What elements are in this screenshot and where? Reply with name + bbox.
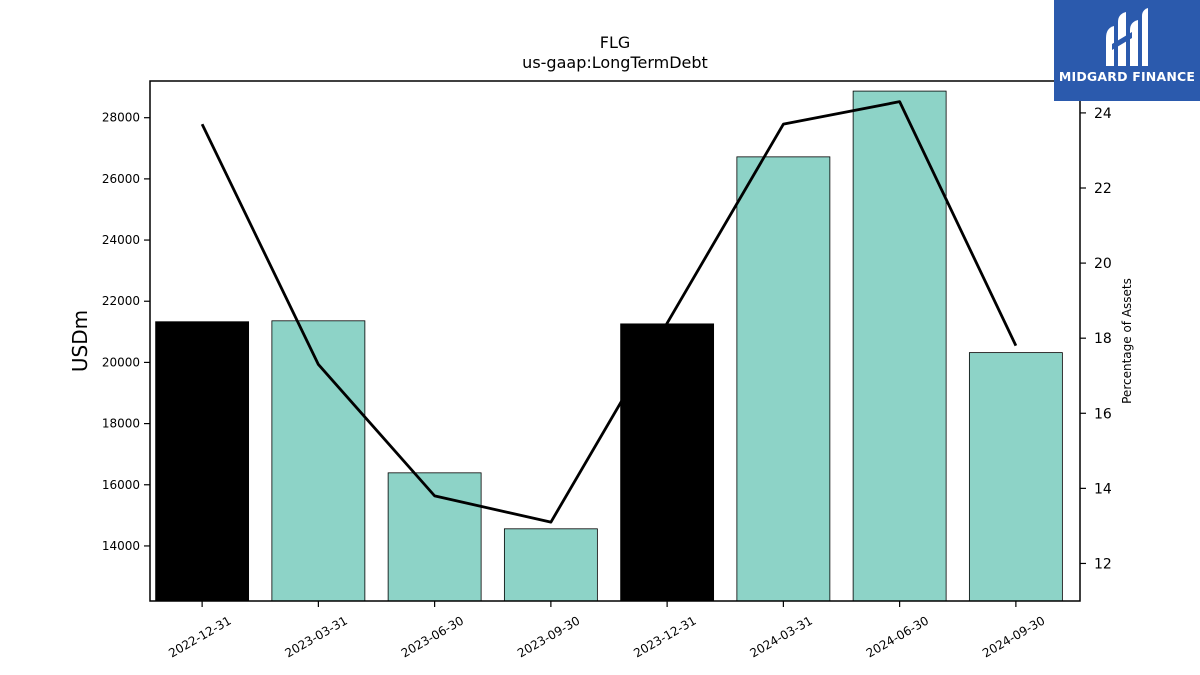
x-tick-label: 2023-06-30 <box>399 613 466 660</box>
left-axis: 14000 16000 18000 20000 22000 24000 26000 28000 <box>102 111 150 553</box>
bar-series <box>155 90 1063 602</box>
right-tick-label: 14 <box>1094 481 1112 497</box>
left-tick-label: 24000 <box>102 233 140 247</box>
left-tick-label: 16000 <box>102 478 140 492</box>
x-axis: 2022-12-31 2023-03-31 2023-06-30 2023-09-30… <box>166 601 1047 660</box>
plot-frame <box>149 80 1081 602</box>
bar-2022-12-31 <box>155 321 250 602</box>
chart-title: FLG <box>600 33 631 52</box>
y-axis-label-left: USDm <box>68 310 92 372</box>
right-tick-label: 18 <box>1094 331 1112 347</box>
x-tick-label: 2022-12-31 <box>166 613 233 660</box>
x-tick-label: 2024-03-31 <box>747 613 814 660</box>
left-tick-label: 20000 <box>102 355 140 369</box>
bar-2023-09-30 <box>503 528 598 602</box>
bar-2023-03-31 <box>271 320 366 602</box>
right-tick-label: 22 <box>1094 181 1112 197</box>
right-axis: 12 14 16 18 20 22 24 <box>1080 106 1112 572</box>
right-tick-label: 16 <box>1094 406 1112 422</box>
chart-subtitle: us-gaap:LongTermDebt <box>522 53 708 72</box>
bar-2024-06-30 <box>852 90 947 602</box>
x-tick-label: 2023-12-31 <box>631 613 698 660</box>
left-tick-label: 22000 <box>102 294 140 308</box>
x-tick-label: 2023-03-31 <box>282 613 349 660</box>
bar-2023-12-31 <box>620 323 715 602</box>
left-tick-label: 18000 <box>102 417 140 431</box>
x-tick-label: 2023-09-30 <box>515 613 582 660</box>
bar-2024-09-30 <box>968 352 1063 602</box>
line-series <box>200 100 1018 524</box>
logo-mark-icon <box>1106 8 1148 66</box>
bar-2024-03-31 <box>736 156 831 602</box>
bar-2023-06-30 <box>387 472 482 602</box>
brand-logo: MIDGARD FINANCE <box>1054 0 1200 101</box>
right-tick-label: 20 <box>1094 256 1112 272</box>
x-tick-label: 2024-09-30 <box>980 613 1047 660</box>
left-tick-label: 28000 <box>102 111 140 125</box>
left-tick-label: 26000 <box>102 172 140 186</box>
right-tick-label: 24 <box>1094 106 1112 122</box>
logo-text: MIDGARD FINANCE <box>1058 69 1196 84</box>
percentage-line <box>200 100 1018 524</box>
right-tick-label: 12 <box>1094 556 1112 572</box>
left-tick-label: 14000 <box>102 539 140 553</box>
y-axis-label-right: Percentage of Assets <box>1120 278 1134 404</box>
x-tick-label: 2024-06-30 <box>864 613 931 660</box>
